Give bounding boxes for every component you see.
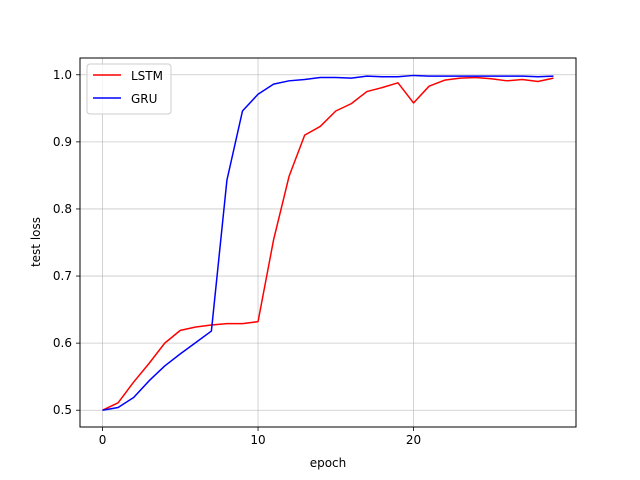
legend-box <box>86 63 172 115</box>
x-tick-label: 20 <box>406 433 421 447</box>
legend: LSTM GRU <box>86 63 172 115</box>
legend-label-lstm: LSTM <box>131 69 163 83</box>
y-tick-label: 0.8 <box>53 202 72 216</box>
series-line-lstm <box>102 76 554 411</box>
y-tick-label: 0.7 <box>53 269 72 283</box>
series-line-gru <box>102 74 554 411</box>
y-axis-label: test loss <box>29 217 43 267</box>
x-axis-label: epoch <box>310 456 347 470</box>
y-tick-label: 1.0 <box>53 68 72 82</box>
y-tick-label: 0.6 <box>53 336 72 350</box>
axis-ticks: 0 10 20 0.5 0.6 0.7 0.8 0.9 1.0 <box>53 68 421 447</box>
x-tick-label: 0 <box>99 433 107 447</box>
x-tick-label: 10 <box>250 433 265 447</box>
y-tick-label: 0.9 <box>53 135 72 149</box>
legend-label-gru: GRU <box>131 92 157 106</box>
plot-area-frame <box>79 57 577 428</box>
y-tick-label: 0.5 <box>53 403 72 417</box>
series-lines <box>102 74 554 411</box>
